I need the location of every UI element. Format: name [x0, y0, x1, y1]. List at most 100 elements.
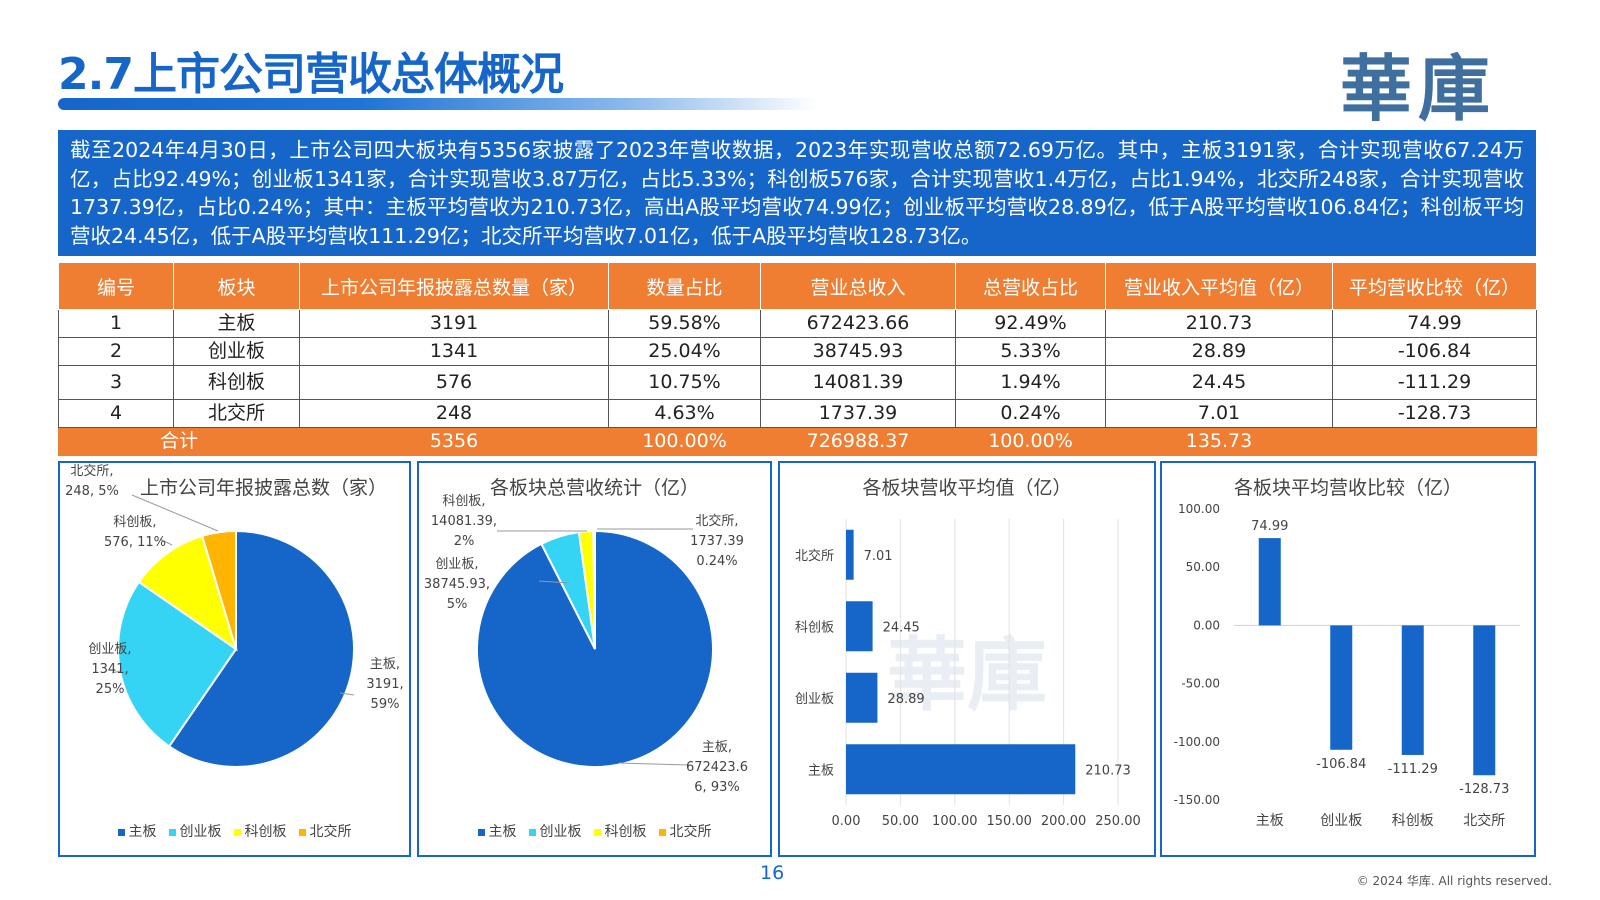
legend-item: 主板: [117, 824, 157, 840]
leader-line: [131, 494, 219, 532]
data-table: 编号 板块 上市公司年报披露总数量（家） 数量占比 营业总收入 总营收占比 营业收入平均值（…: [58, 262, 1537, 456]
chart-title: 各板块平均营收比较（亿）: [1233, 477, 1462, 499]
data-label: 科创板,: [442, 494, 485, 509]
pie-slice-创业板: [117, 580, 238, 748]
bar-主板: [846, 744, 1076, 795]
chart-bar-compare: 各板块平均营收比较（亿） 100.00 50.00 0.00 -50.00 -100.0…: [1160, 461, 1536, 857]
chart-pie-count: 上市公司年报披露总数（家） 主板, 3191, 59% 创业板, 1341, 25% 科创板…: [58, 461, 411, 857]
value-label: 74.99: [1251, 519, 1288, 534]
table-cell: 2: [58, 337, 174, 366]
data-label: 6, 93%: [694, 780, 739, 795]
table-cell: 10.75%: [608, 365, 761, 400]
data-label: 248, 5%: [65, 484, 119, 499]
table-cell: 74.99: [1332, 309, 1537, 338]
tick-label: 250.00: [1095, 814, 1141, 829]
table-cell: -111.29: [1332, 365, 1537, 400]
legend-item: 北交所: [298, 824, 352, 840]
legend-label: 主板: [128, 824, 157, 840]
chart-bar-average: 華庫 0.00 50.00 100.00 150.00 200.00 250.00 7.01 北…: [778, 461, 1156, 857]
leader-line: [339, 692, 355, 696]
table-cell: 3191: [299, 309, 609, 338]
data-label: 25%: [96, 682, 125, 697]
table-cell: 92.49%: [955, 309, 1106, 338]
legend-swatch: [593, 828, 601, 836]
category-label: 创业板: [795, 692, 834, 707]
pie-slice-北交所: [592, 529, 596, 650]
tick-label: -150.00: [1174, 793, 1220, 807]
data-label: 672423.6: [686, 760, 748, 775]
data-label: 创业板,: [88, 642, 131, 657]
page-title: 2.7上市公司营收总体概况: [58, 49, 564, 100]
bar-北交所: [846, 529, 854, 580]
table-total-cell: 726988.37: [760, 427, 956, 456]
tick-label: 0.00: [1193, 618, 1220, 632]
bar-科创板: [1401, 625, 1424, 755]
copyright-text: © 2024 华库. All rights reserved.: [1356, 874, 1552, 888]
legend-swatch: [233, 828, 241, 836]
legend-label: 北交所: [309, 824, 352, 840]
chart-pie-revenue: 各板块总营收统计（亿） 主板, 672423.6 6, 93% 创业板, 38745.9…: [417, 461, 772, 857]
legend-item: 科创板: [233, 824, 287, 840]
table-cell: 0.24%: [955, 399, 1106, 428]
table-cell: 14081.39: [760, 365, 956, 400]
bar-创业板: [846, 672, 878, 723]
table-cell: 248: [299, 399, 609, 428]
table-cell: 38745.93: [760, 337, 956, 366]
table-header-cell: 总营收占比: [955, 262, 1106, 310]
value-label: 28.89: [887, 692, 924, 707]
table-header-cell: 板块: [173, 262, 300, 310]
table-total-cell: [1332, 427, 1537, 456]
value-label: -128.73: [1459, 782, 1509, 797]
value-label: -106.84: [1316, 757, 1366, 772]
table-cell: 科创板: [173, 365, 300, 400]
leader-line: [111, 670, 121, 674]
tick-label: 150.00: [986, 814, 1032, 829]
tick-label: 50.00: [882, 814, 919, 829]
legend-label: 科创板: [604, 824, 647, 840]
leader-line: [538, 580, 570, 584]
table-cell: 主板: [173, 309, 300, 338]
table-cell: 7.01: [1105, 399, 1333, 428]
legend-label: 创业板: [179, 824, 222, 840]
leader-line: [618, 762, 690, 766]
value-label: 24.45: [883, 620, 920, 635]
legend-label: 创业板: [539, 824, 582, 840]
legend-item: 科创板: [593, 824, 647, 840]
data-label: 0.24%: [696, 554, 737, 569]
summary-text: 截至2024年4月30日，上市公司四大板块有5356家披露了2023年营收数据，…: [58, 130, 1536, 256]
data-label: 主板,: [370, 657, 400, 672]
table-header-cell: 营业总收入: [760, 262, 956, 310]
table-cell: 创业板: [173, 337, 300, 366]
table-cell: 1737.39: [760, 399, 956, 428]
table-cell: 北交所: [173, 399, 300, 428]
value-label: -111.29: [1388, 762, 1438, 777]
table-header-cell: 编号: [58, 262, 174, 310]
legend-item: 创业板: [528, 824, 582, 840]
data-label: 北交所,: [695, 513, 738, 529]
tick-label: 0.00: [832, 814, 861, 829]
title-underline: [58, 98, 818, 110]
table-header-cell: 平均营收比较（亿）: [1332, 262, 1537, 310]
table-total-cell: 100.00%: [608, 427, 761, 456]
category-label: 创业板: [1320, 813, 1362, 829]
data-label: 2%: [454, 534, 475, 549]
category-label: 北交所: [1463, 812, 1505, 829]
data-label: 576, 11%: [104, 535, 166, 550]
tick-label: 100.00: [932, 814, 978, 829]
data-label: 创业板,: [435, 557, 478, 572]
tick-label: -50.00: [1181, 677, 1220, 691]
tick-label: 100.00: [1178, 502, 1220, 516]
table-cell: 25.04%: [608, 337, 761, 366]
table-cell: -128.73: [1332, 399, 1537, 428]
legend-swatch: [658, 828, 666, 836]
legend-item: 创业板: [168, 824, 222, 840]
bar-主板: [1258, 538, 1281, 626]
legend-label: 北交所: [669, 824, 712, 840]
category-label: 主板: [808, 763, 834, 778]
category-label: 科创板: [795, 620, 834, 635]
leader-line: [159, 538, 173, 546]
value-label: 7.01: [864, 549, 893, 564]
table-row: 4 北交所 248 4.63% 1737.39 0.24% 7.01 -128.73: [58, 399, 1537, 428]
table-cell: 1: [58, 309, 174, 338]
tick-label: -100.00: [1174, 735, 1220, 749]
